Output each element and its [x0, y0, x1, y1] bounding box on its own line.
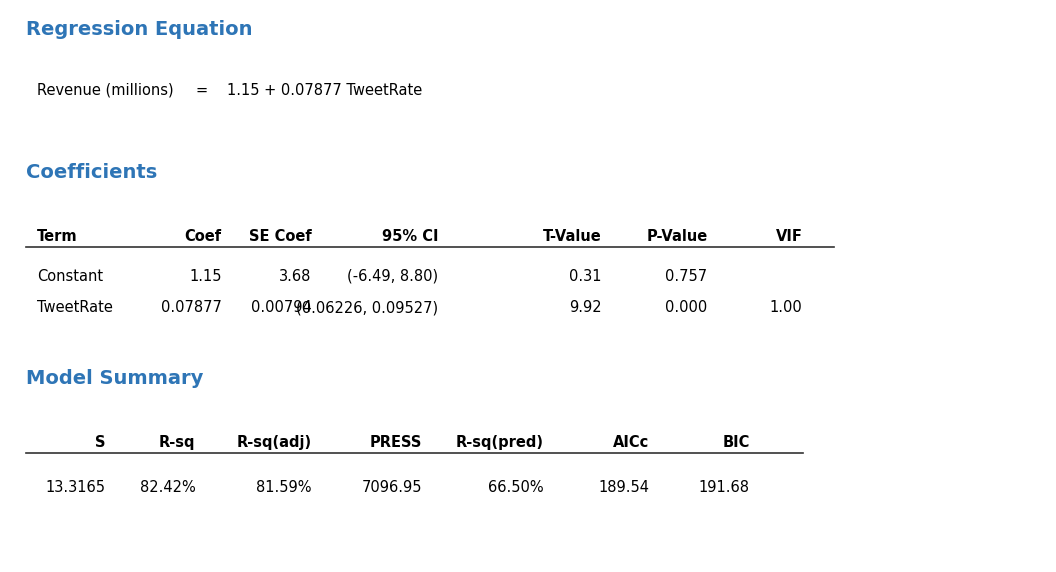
Text: PRESS: PRESS	[370, 435, 422, 450]
Text: R-sq(adj): R-sq(adj)	[237, 435, 312, 450]
Text: Term: Term	[37, 229, 77, 244]
Text: 1.00: 1.00	[770, 300, 803, 315]
Text: (-6.49, 8.80): (-6.49, 8.80)	[347, 269, 438, 284]
Text: Coefficients: Coefficients	[26, 163, 157, 182]
Text: 0.07877: 0.07877	[161, 300, 222, 315]
Text: T-Value: T-Value	[543, 229, 602, 244]
Text: R-sq(pred): R-sq(pred)	[456, 435, 544, 450]
Text: 3.68: 3.68	[279, 269, 312, 284]
Text: 66.50%: 66.50%	[488, 480, 544, 495]
Text: 0.757: 0.757	[665, 269, 708, 284]
Text: VIF: VIF	[776, 229, 803, 244]
Text: 95% CI: 95% CI	[381, 229, 438, 244]
Text: TweetRate: TweetRate	[37, 300, 113, 315]
Text: 1.15 + 0.07877 TweetRate: 1.15 + 0.07877 TweetRate	[227, 83, 422, 98]
Text: 13.3165: 13.3165	[45, 480, 106, 495]
Text: =: =	[195, 83, 207, 98]
Text: (0.06226, 0.09527): (0.06226, 0.09527)	[296, 300, 438, 315]
Text: 191.68: 191.68	[699, 480, 750, 495]
Text: 82.42%: 82.42%	[139, 480, 195, 495]
Text: P-Value: P-Value	[646, 229, 708, 244]
Text: Constant: Constant	[37, 269, 103, 284]
Text: Coef: Coef	[185, 229, 222, 244]
Text: 0.000: 0.000	[665, 300, 708, 315]
Text: 1.15: 1.15	[189, 269, 222, 284]
Text: 7096.95: 7096.95	[362, 480, 422, 495]
Text: Regression Equation: Regression Equation	[26, 20, 252, 39]
Text: 0.00794: 0.00794	[250, 300, 312, 315]
Text: 9.92: 9.92	[569, 300, 602, 315]
Text: S: S	[95, 435, 106, 450]
Text: AICc: AICc	[614, 435, 649, 450]
Text: 189.54: 189.54	[599, 480, 649, 495]
Text: Model Summary: Model Summary	[26, 369, 204, 388]
Text: SE Coef: SE Coef	[249, 229, 312, 244]
Text: 0.31: 0.31	[569, 269, 602, 284]
Text: Revenue (millions): Revenue (millions)	[37, 83, 173, 98]
Text: BIC: BIC	[722, 435, 750, 450]
Text: 81.59%: 81.59%	[256, 480, 312, 495]
Text: R-sq: R-sq	[158, 435, 195, 450]
